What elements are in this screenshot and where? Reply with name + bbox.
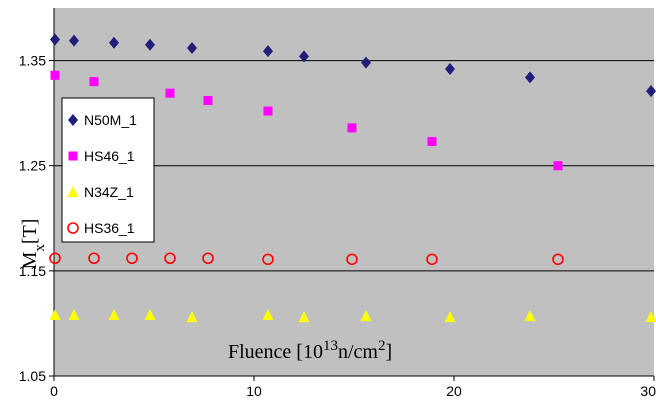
data-point-N34Z_1-9 (524, 310, 536, 322)
series-HS46_1 (50, 70, 563, 171)
x-tick-label-0: 0 (50, 383, 58, 399)
x-tick-label-1: 10 (246, 383, 262, 399)
y-axis-title-symbol: M (19, 251, 41, 269)
x-axis-title-end: ] (385, 341, 392, 363)
data-point-HS36_1-8 (552, 253, 564, 266)
data-point-N50M_1-3 (145, 38, 155, 51)
legend-label-N50M_1: N50M_1 (84, 112, 137, 128)
data-point-HS36_1-5 (262, 253, 274, 266)
legend-label-HS36_1: HS36_1 (84, 220, 135, 236)
data-point-N34Z_1-10 (645, 311, 656, 323)
series-N34Z_1 (49, 309, 656, 323)
data-point-N34Z_1-6 (298, 311, 310, 323)
x-axis-title: Fluence [1013n/cm2] (228, 338, 392, 363)
data-point-N34Z_1-5 (262, 309, 274, 321)
y-tick-label-0: 1.05 (19, 368, 46, 384)
series-N50M_1 (50, 33, 656, 98)
legend-marker-HS36_1 (67, 222, 79, 234)
data-point-N50M_1-8 (445, 62, 455, 75)
x-axis-title-exponent: 13 (323, 338, 338, 354)
data-point-HS36_1-4 (202, 252, 214, 265)
data-point-N50M_1-4 (187, 41, 197, 54)
data-point-HS46_1-5 (347, 123, 357, 133)
series-HS36_1 (49, 252, 564, 266)
data-point-HS46_1-0 (50, 70, 60, 80)
data-point-HS36_1-3 (164, 252, 176, 265)
legend-marker-HS46_1 (68, 151, 78, 161)
data-point-HS36_1-6 (346, 253, 358, 266)
x-tick-label-3: 30 (640, 383, 656, 399)
data-point-N50M_1-0 (50, 33, 60, 46)
y-axis-title-subscript: x (32, 244, 48, 252)
legend-marker-N34Z_1 (67, 186, 79, 197)
data-point-N34Z_1-3 (144, 309, 156, 321)
tick-labels: 1.05 1.15 1.25 1.35 0 10 20 30 (19, 53, 656, 399)
x-axis-title-main: Fluence [10 (228, 341, 323, 363)
data-point-N50M_1-9 (525, 71, 535, 84)
data-point-N50M_1-5 (263, 45, 273, 58)
y-tick-label-3: 1.35 (19, 53, 46, 69)
data-point-HS46_1-4 (263, 106, 273, 116)
data-point-N34Z_1-4 (186, 311, 198, 323)
data-point-N50M_1-1 (69, 34, 79, 47)
data-point-N34Z_1-7 (360, 310, 372, 322)
data-point-HS36_1-2 (126, 252, 138, 265)
data-point-HS36_1-0 (49, 252, 61, 265)
data-point-N34Z_1-2 (108, 309, 120, 321)
data-point-N50M_1-2 (109, 36, 119, 49)
y-axis-title: Mx[T] (19, 219, 48, 270)
data-points (49, 33, 656, 323)
data-point-HS46_1-6 (427, 137, 437, 147)
legend-marker-N50M_1 (68, 114, 78, 126)
data-point-N34Z_1-1 (68, 309, 80, 321)
data-point-N34Z_1-8 (444, 311, 456, 323)
x-axis-title-unit: n/cm (338, 341, 378, 363)
data-point-N50M_1-6 (299, 50, 309, 63)
x-axis-title-exponent-2: 2 (378, 338, 386, 354)
data-point-HS46_1-7 (553, 161, 563, 171)
data-point-HS46_1-3 (203, 96, 213, 106)
legend: N50M_1 HS46_1 N34Z_1 HS36_1 (61, 97, 155, 243)
legend-box (61, 97, 155, 243)
y-tick-label-1: 1.15 (19, 263, 46, 279)
legend-label-N34Z_1: N34Z_1 (84, 184, 134, 200)
data-point-HS36_1-1 (88, 252, 100, 265)
y-axis-title-unit: [T] (19, 219, 41, 245)
legend-label-HS46_1: HS46_1 (84, 148, 135, 164)
data-point-HS46_1-1 (89, 77, 99, 87)
data-point-N50M_1-10 (646, 85, 656, 98)
x-tick-label-2: 20 (446, 383, 462, 399)
y-tick-label-2: 1.25 (19, 158, 46, 174)
data-point-N50M_1-7 (361, 56, 371, 69)
data-point-N34Z_1-0 (49, 309, 61, 321)
data-point-HS46_1-2 (165, 88, 175, 98)
data-point-HS36_1-7 (426, 253, 438, 266)
